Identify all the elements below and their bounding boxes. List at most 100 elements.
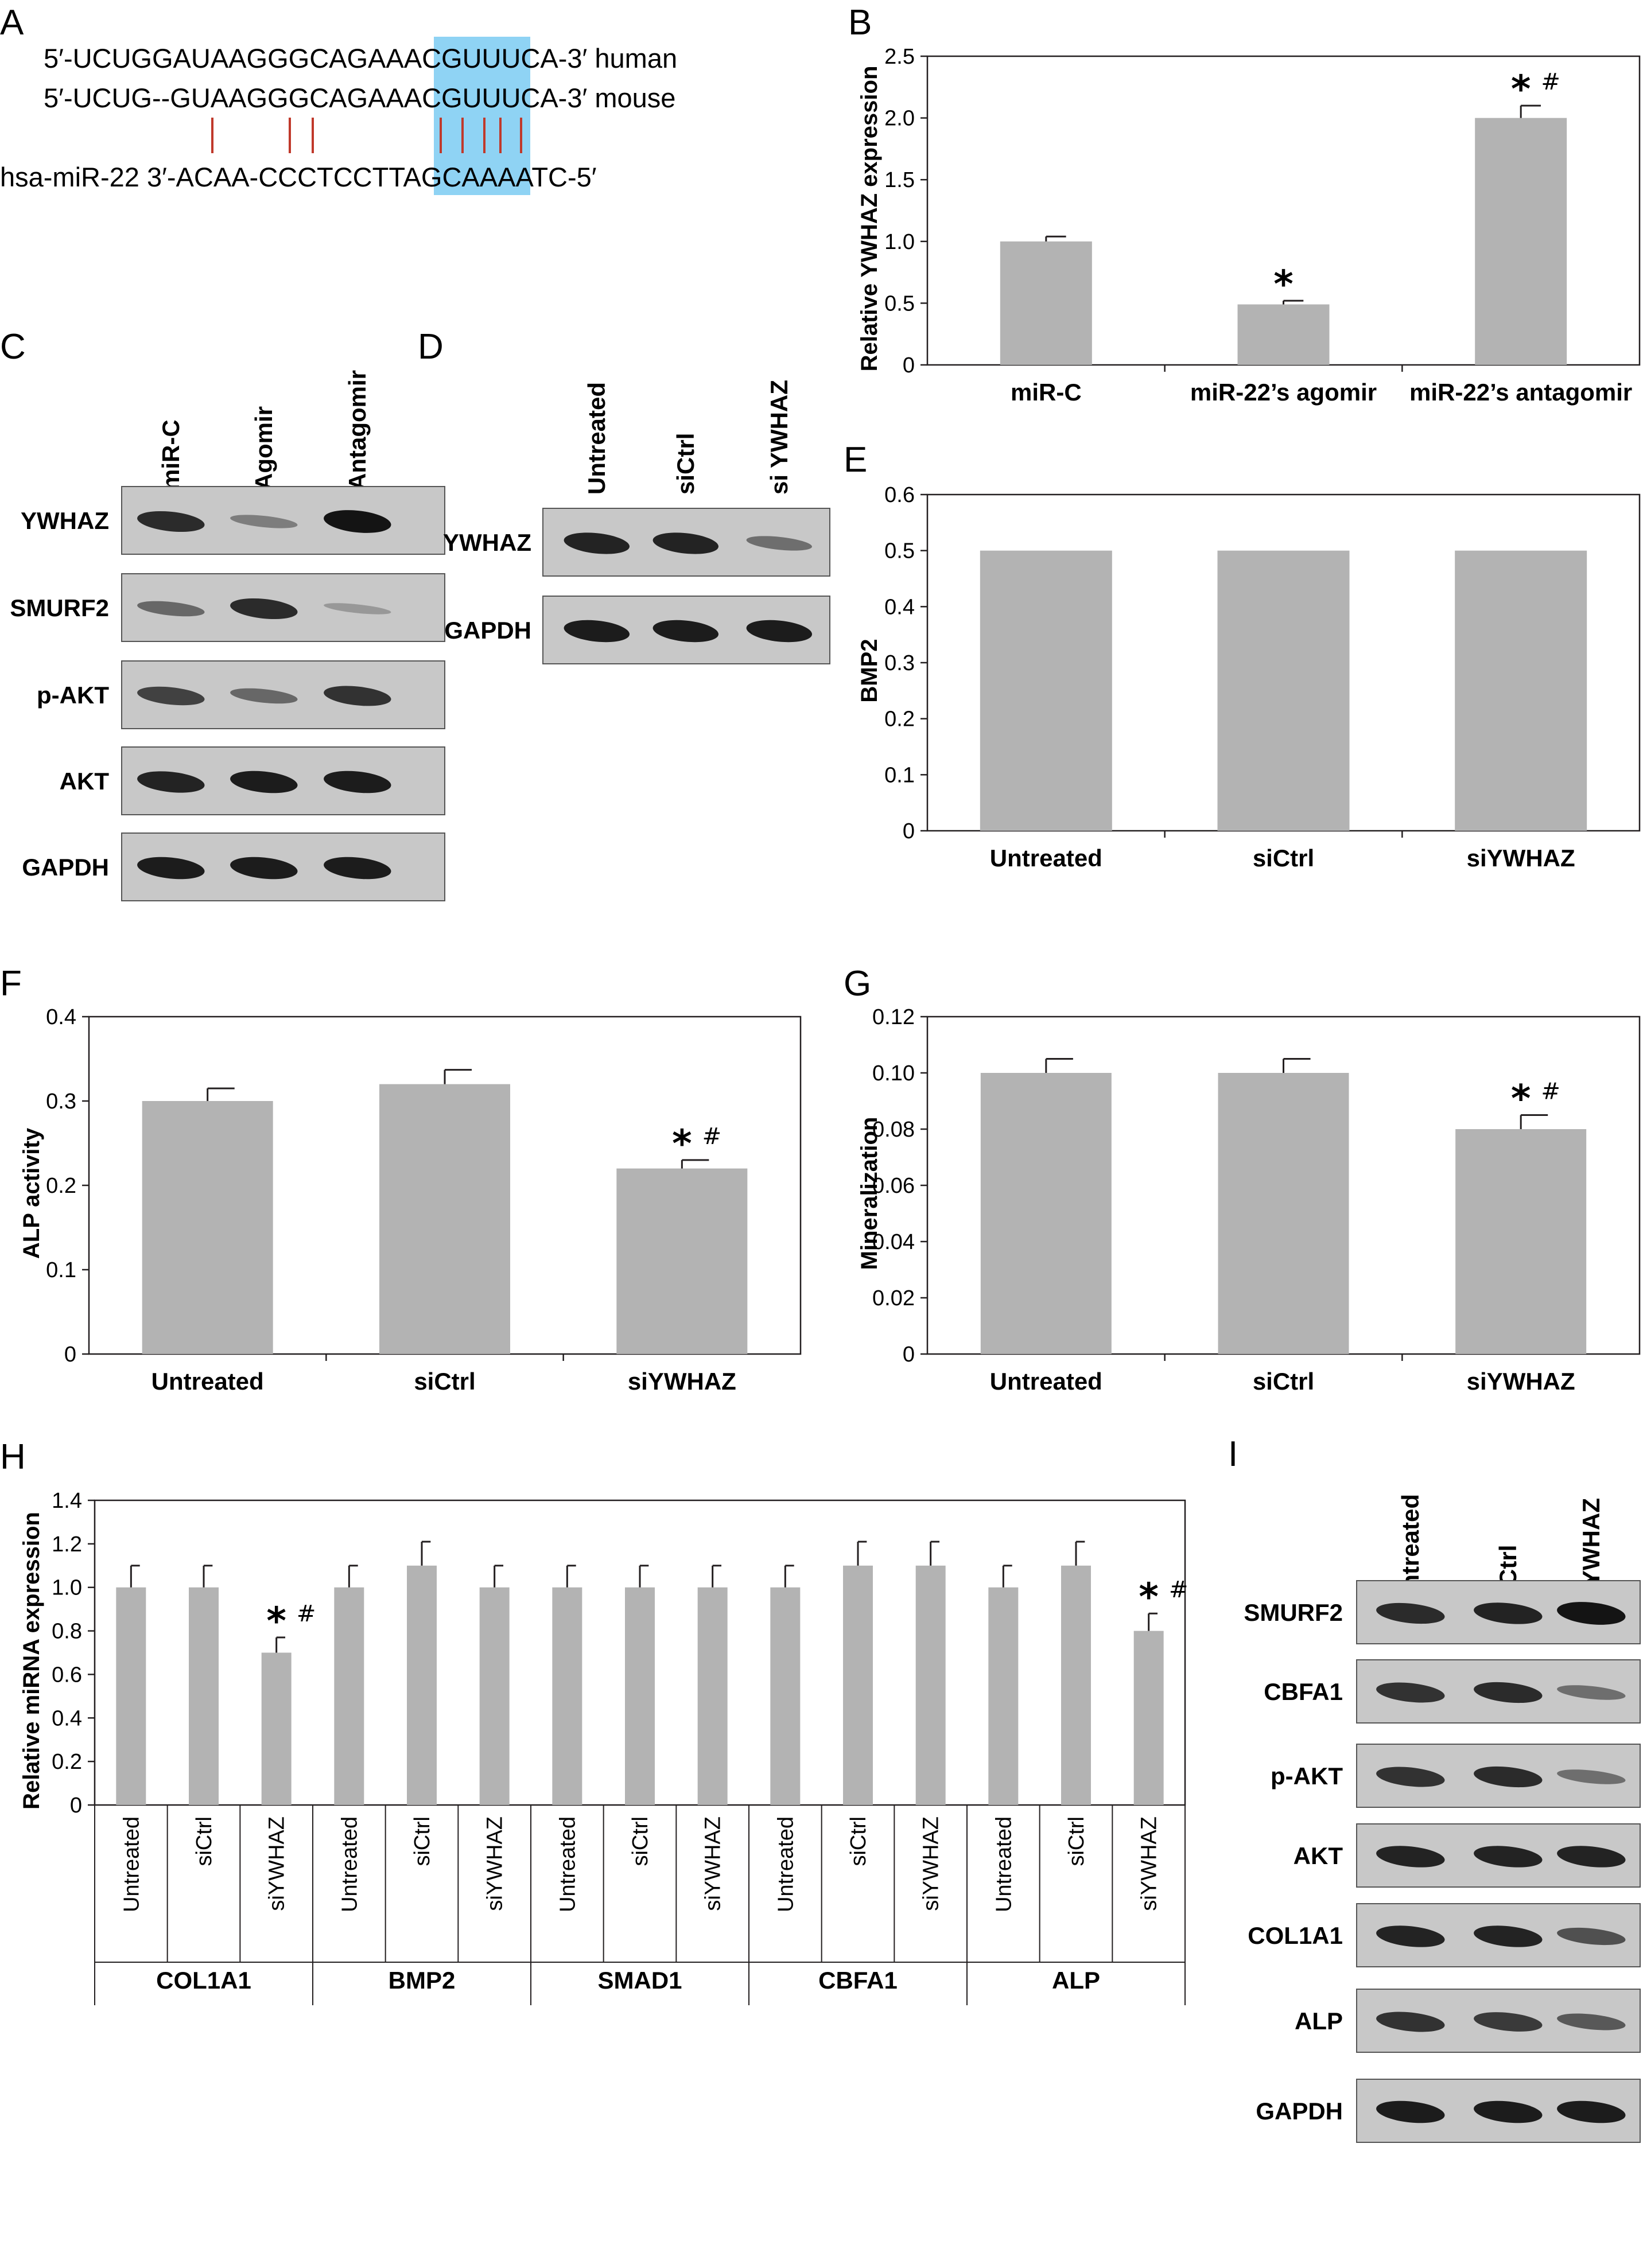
blot-band <box>230 857 298 880</box>
x-category-label: siCtrl <box>1253 1368 1314 1395</box>
bar <box>915 1565 946 1805</box>
blot-band <box>652 620 719 643</box>
y-tick-label: 0.08 <box>872 1118 915 1142</box>
blot-band <box>1474 1602 1543 1624</box>
x-category-label: miR-22’s agomir <box>1190 379 1377 406</box>
protein-label: GAPDH <box>22 854 109 881</box>
blot-band <box>1376 1925 1445 1947</box>
x-category-label: siYWHAZ <box>1467 845 1575 872</box>
blot-band <box>324 771 391 793</box>
significance-star: * <box>672 1122 692 1166</box>
bar <box>1237 304 1330 365</box>
lane-label: Agomir <box>250 406 277 491</box>
bar <box>988 1587 1019 1805</box>
panel-a-sequence-alignment: A 5′-UCUGGAUAAGGGCAGAAACGUUUCA-3′ human … <box>0 3 677 195</box>
bar <box>1133 1631 1164 1805</box>
blot-band <box>137 686 205 706</box>
x-category-label: Untreated <box>990 1368 1102 1395</box>
y-axis-label: Relative miRNA expression <box>19 1512 44 1810</box>
protein-label: GAPDH <box>444 617 531 644</box>
x-category-label: miR-C <box>1011 379 1082 406</box>
y-tick-label: 0.12 <box>872 1005 915 1029</box>
x-category-label: siYWHAZ <box>1467 1368 1575 1395</box>
bar <box>843 1565 873 1805</box>
blot-band <box>1474 1766 1543 1788</box>
protein-label: AKT <box>60 768 110 795</box>
blot-band <box>1557 2100 1626 2123</box>
y-tick-label: 2.5 <box>884 45 915 69</box>
blot-band <box>1376 2100 1445 2123</box>
y-tick-label: 1.4 <box>52 1489 82 1513</box>
panel-letter-h: H <box>0 1437 26 1477</box>
y-tick-label: 0.4 <box>884 595 915 619</box>
gene-group-label: CBFA1 <box>818 1967 898 1994</box>
y-tick-label: 0.6 <box>884 483 915 507</box>
y-tick-label: 0.04 <box>872 1230 915 1254</box>
protein-label: GAPDH <box>1256 2098 1343 2125</box>
bar <box>1475 118 1567 365</box>
protein-label: SMURF2 <box>1244 1599 1343 1626</box>
y-tick-label: 0.5 <box>884 291 915 316</box>
x-category-label: miR-22’s antagomir <box>1409 379 1632 406</box>
panel-letter-d: D <box>418 327 444 367</box>
y-tick-label: 0 <box>70 1794 82 1818</box>
base-pair-lines <box>211 118 522 153</box>
condition-label: Untreated <box>774 1816 798 1912</box>
blot-band <box>230 515 298 528</box>
y-tick-label: 0 <box>903 819 915 843</box>
y-tick-label: 0.02 <box>872 1286 915 1310</box>
mirna-sequence: hsa-miR-22 3′-ACAA-CCCTCCTTAGCAAAATC-5′ <box>0 162 597 192</box>
y-tick-label: 0 <box>64 1343 76 1367</box>
significance-star: * <box>266 1599 286 1643</box>
y-tick-label: 0.8 <box>52 1620 82 1644</box>
x-category-label: siCtrl <box>414 1368 475 1395</box>
blot-band <box>1474 1682 1543 1703</box>
bar <box>261 1652 292 1805</box>
seed-highlight <box>434 37 530 195</box>
bar <box>1000 241 1092 365</box>
blot-band <box>1474 2100 1543 2123</box>
condition-label: Untreated <box>337 1816 362 1912</box>
blot-band <box>1557 1927 1626 1946</box>
bar <box>1061 1565 1091 1805</box>
significance-hash: # <box>702 1123 722 1150</box>
protein-label: AKT <box>1294 1842 1343 1869</box>
y-tick-label: 1.2 <box>52 1532 82 1557</box>
condition-label: Untreated <box>119 1816 143 1912</box>
blot-band <box>230 688 298 704</box>
condition-label: siCtrl <box>846 1816 871 1866</box>
protein-label: p-AKT <box>1271 1763 1343 1789</box>
human-sequence: 5′-UCUGGAUAAGGGCAGAAACGUUUCA-3′ human <box>44 43 677 73</box>
y-tick-label: 0.06 <box>872 1174 915 1198</box>
y-tick-label: 0.4 <box>46 1005 76 1029</box>
protein-label: YWHAZ <box>443 529 531 556</box>
bar <box>770 1587 801 1805</box>
bar <box>189 1587 219 1805</box>
bar <box>479 1587 510 1805</box>
panel-h-mrna-chart: H 0 0.2 0.4 0.6 0.8 1.0 1.2 1.4 Relative miRNA e… <box>0 1437 1188 2005</box>
bar <box>116 1587 146 1805</box>
significance-hash: # <box>1541 69 1560 95</box>
blot-band <box>137 511 205 532</box>
condition-label: siYWHAZ <box>265 1816 289 1911</box>
y-tick-label: 0.2 <box>46 1174 76 1198</box>
panel-letter-f: F <box>0 964 22 1003</box>
bar <box>1218 1073 1349 1354</box>
blot-band <box>1557 1846 1626 1868</box>
bar <box>379 1084 510 1354</box>
blot-band <box>1376 2012 1445 2032</box>
blot-band <box>746 536 812 551</box>
condition-label: siYWHAZ <box>701 1816 725 1911</box>
y-tick-label: 1.0 <box>884 230 915 254</box>
y-tick-label: 0 <box>903 353 915 378</box>
lane-label: Untreated <box>583 382 610 495</box>
lane-label: miR-C <box>157 419 184 491</box>
bar <box>1217 550 1350 831</box>
protein-label: p-AKT <box>37 682 109 709</box>
y-tick-label: 0.1 <box>46 1258 76 1282</box>
blot-band <box>324 510 391 533</box>
significance-star: * <box>1511 67 1531 111</box>
bar <box>552 1587 582 1805</box>
